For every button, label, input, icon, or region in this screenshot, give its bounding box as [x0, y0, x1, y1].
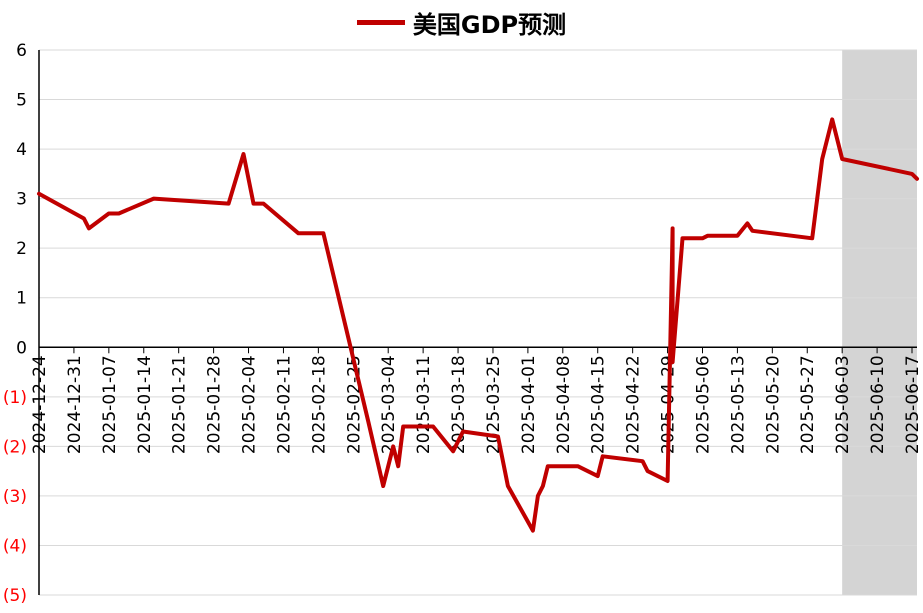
data-point	[531, 529, 535, 532]
data-point	[461, 430, 465, 433]
x-tick-label: 2025-05-27	[798, 355, 818, 454]
data-point	[242, 152, 245, 156]
data-point	[366, 420, 370, 423]
data-point	[596, 474, 600, 478]
x-tick-label: 2025-02-18	[309, 355, 329, 454]
data-point	[391, 444, 395, 448]
x-tick-label: 2025-04-08	[554, 355, 574, 454]
x-tick-label: 2025-02-11	[274, 355, 294, 454]
x-tick-label: 2025-03-25	[484, 355, 504, 454]
y-tick-label: (4)	[3, 536, 27, 556]
data-point	[506, 484, 510, 488]
legend-swatch	[356, 19, 405, 25]
x-tick-label: 2025-03-11	[414, 355, 434, 454]
x-tick-label: 2025-06-03	[833, 355, 853, 454]
x-tick-label: 2024-12-24	[30, 355, 50, 454]
data-point	[227, 202, 230, 205]
data-point	[810, 236, 814, 240]
data-point	[910, 172, 914, 176]
data-point	[830, 117, 834, 121]
data-point	[37, 192, 41, 196]
data-point	[840, 157, 844, 161]
data-point	[87, 226, 91, 230]
data-point	[396, 464, 400, 468]
y-tick-label: 5	[16, 91, 27, 111]
x-tick-label: 2025-01-21	[170, 355, 190, 454]
y-tick-label: (2)	[3, 437, 27, 457]
x-tick-label: 2025-05-20	[763, 355, 783, 454]
legend: 美国GDP预测	[0, 2, 923, 42]
data-point	[566, 464, 570, 468]
data-point	[262, 202, 265, 205]
y-tick-label: (3)	[3, 487, 27, 507]
data-point	[706, 234, 709, 238]
data-point	[696, 236, 699, 240]
data-point	[671, 226, 674, 230]
data-point	[321, 231, 325, 235]
x-tick-label: 2025-03-04	[379, 355, 399, 454]
data-point	[546, 464, 550, 468]
data-point	[820, 157, 824, 161]
x-tick-label: 2025-01-28	[205, 355, 225, 454]
x-tick-label: 2025-06-17	[903, 355, 923, 454]
data-point	[82, 217, 86, 220]
x-tick-label: 2025-02-04	[240, 355, 260, 454]
y-tick-label: 6	[16, 41, 27, 61]
data-point	[536, 494, 540, 498]
x-tick-label: 2025-01-14	[135, 355, 155, 454]
x-tick-label: 2025-04-01	[519, 355, 539, 454]
x-tick-label: 2025-04-15	[589, 355, 609, 454]
data-point	[381, 484, 385, 488]
data-point	[496, 435, 500, 438]
x-tick-label: 2025-04-22	[624, 355, 644, 454]
y-tick-label: 0	[16, 338, 27, 358]
y-tick-label: (5)	[3, 586, 27, 606]
data-point	[745, 222, 749, 225]
data-point	[541, 484, 545, 488]
data-point	[701, 236, 704, 240]
data-point	[646, 469, 650, 473]
x-tick-label: 2025-05-13	[728, 355, 748, 454]
legend-label: 美国GDP预测	[412, 10, 567, 39]
data-point	[107, 212, 111, 215]
x-tick-label: 2025-06-10	[868, 355, 888, 454]
x-tick-label: 2025-05-06	[693, 355, 713, 454]
x-tick-label: 2025-01-07	[100, 355, 120, 454]
data-point	[736, 234, 739, 238]
data-point	[681, 236, 684, 240]
x-tick-label: 2024-12-31	[65, 355, 85, 454]
y-tick-label: 4	[16, 140, 27, 160]
data-point	[297, 231, 300, 235]
data-point	[152, 197, 156, 201]
y-tick-label: 1	[16, 289, 27, 309]
x-tick-label: 2025-03-18	[449, 355, 469, 454]
data-point	[666, 479, 669, 483]
series-line	[37, 117, 919, 533]
y-tick-label: 3	[16, 190, 27, 210]
data-point	[671, 360, 674, 364]
data-point	[431, 425, 435, 428]
data-point	[576, 464, 580, 468]
y-tick-label: 2	[16, 239, 27, 259]
shaded-region	[842, 50, 917, 595]
data-point	[252, 202, 255, 205]
y-tick-label: (1)	[3, 388, 27, 408]
data-point	[117, 212, 121, 215]
data-point	[750, 229, 754, 233]
data-point	[711, 234, 714, 238]
data-point	[641, 459, 645, 463]
data-point	[915, 177, 919, 181]
data-point	[601, 454, 605, 458]
data-point	[451, 449, 455, 453]
data-point	[401, 425, 405, 428]
